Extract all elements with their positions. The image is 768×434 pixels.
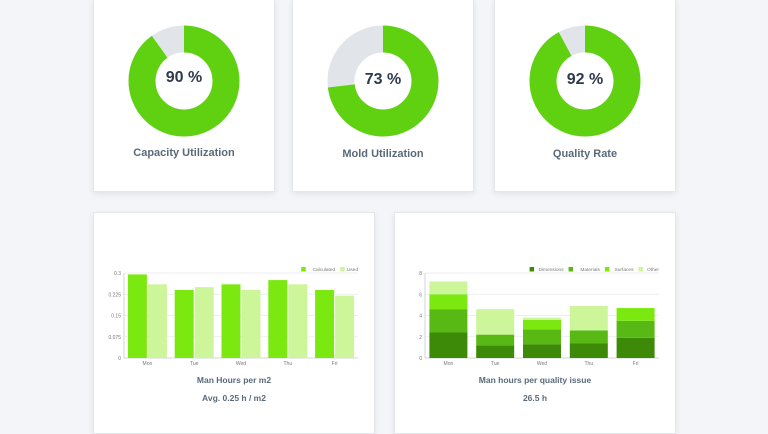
quality-value: 92 % (566, 71, 604, 88)
x-tick-label: Fri (332, 361, 338, 367)
legend-swatch (638, 267, 643, 272)
bar-dimensions-thu[interactable] (569, 343, 608, 358)
kpi-card-capacity: 90 % Capacity Utilization (93, 0, 275, 192)
quality-issue-title: Man hours per quality issue (478, 375, 592, 385)
man-hours-m2-title: Man Hours per m2 (196, 375, 272, 385)
bar-materials-tue[interactable] (476, 334, 515, 346)
bar-dimensions-mon[interactable] (429, 332, 468, 359)
legend-label: Dimensions (539, 267, 565, 273)
legend-label: Materials (580, 267, 600, 273)
bar-materials-mon[interactable] (429, 309, 468, 333)
bar-other-mon[interactable] (429, 281, 468, 295)
donut-value-arc (529, 25, 641, 137)
bar-surfaces-mon[interactable] (429, 294, 468, 310)
y-tick-label: 0 (118, 356, 121, 362)
bar-other-tue[interactable] (476, 309, 515, 335)
legend-label: Calculated (313, 267, 336, 273)
legend-label: Used (347, 267, 359, 273)
legend-swatch (604, 267, 610, 272)
capacity-donut (128, 25, 240, 137)
quality-title: Quality Rate (552, 148, 618, 160)
y-tick-label: 6 (419, 292, 422, 298)
kpi-card-quality: 92 % Quality Rate (494, 0, 676, 192)
bar-other-wed[interactable] (523, 317, 561, 320)
x-tick-label: Wed (236, 361, 246, 367)
man-hours-m2-average: Avg. 0.25 h / m2 (202, 393, 266, 403)
donut-value-arc (128, 25, 240, 137)
legend-swatch (529, 267, 535, 272)
bar-dimensions-tue[interactable] (476, 345, 515, 358)
bar-dimensions-fri[interactable] (616, 337, 655, 358)
bar-materials-wed[interactable] (523, 329, 561, 345)
bar-used-tue[interactable] (194, 287, 214, 358)
y-tick-label: 2 (419, 335, 422, 341)
y-tick-label: 0.3 (114, 271, 121, 277)
y-tick-label: 0.075 (108, 335, 121, 341)
x-tick-label: Fri (633, 361, 639, 367)
mold-value: 73 % (364, 71, 402, 88)
bar-surfaces-wed[interactable] (523, 319, 561, 330)
bar-calculated-mon[interactable] (127, 274, 147, 358)
quality-issue-chart: 0 2 4 6 8 Mon Tue Wed Thu Fri Other Surfaces Materia… (419, 267, 659, 367)
x-tick-label: Mon (444, 361, 454, 367)
bar-calculated-thu[interactable] (268, 280, 288, 358)
quality-donut (529, 25, 641, 137)
y-tick-label: 0 (419, 356, 422, 362)
x-tick-label: Thu (584, 361, 593, 367)
legend-swatch (568, 267, 574, 272)
bar-materials-thu[interactable] (569, 330, 608, 344)
y-tick-label: 4 (419, 314, 422, 320)
bar-used-wed[interactable] (241, 290, 261, 358)
y-tick-label: 0.225 (108, 292, 121, 298)
chart-card-quality-issue: 0 2 4 6 8 Mon Tue Wed Thu Fri Other Surfaces Materia… (394, 212, 676, 434)
bar-calculated-tue[interactable] (174, 290, 194, 358)
legend-swatch (340, 267, 345, 272)
bar-used-thu[interactable] (288, 284, 308, 358)
chart-card-man-hours-m2: 0 0.075 0.15 0.225 0.3 Mon Tue Wed Thu Fri Used Cal… (93, 212, 375, 434)
bar-used-mon[interactable] (147, 284, 167, 358)
x-tick-label: Wed (537, 361, 547, 367)
bar-materials-fri[interactable] (616, 320, 655, 338)
legend-swatch (301, 267, 306, 272)
capacity-title: Capacity Utilization (133, 147, 235, 159)
kpi-card-mold: 73 % Mold Utilization (292, 0, 474, 192)
x-tick-label: Thu (283, 361, 292, 367)
x-tick-label: Mon (143, 361, 153, 367)
bar-used-fri[interactable] (335, 295, 355, 358)
y-tick-label: 0.15 (111, 314, 121, 320)
quality-issue-total: 26.5 h (522, 393, 548, 403)
bar-calculated-fri[interactable] (315, 290, 335, 358)
bar-other-thu[interactable] (569, 305, 608, 331)
legend-label: Surfaces (615, 267, 635, 273)
donut-value-arc (327, 25, 439, 137)
y-tick-label: 8 (419, 271, 422, 277)
mold-donut (327, 25, 439, 137)
capacity-value: 90 % (165, 69, 203, 86)
x-tick-label: Tue (190, 361, 199, 367)
bar-calculated-wed[interactable] (221, 284, 241, 358)
mold-title: Mold Utilization (342, 148, 424, 160)
bar-surfaces-fri[interactable] (616, 308, 655, 321)
man-hours-m2-chart: 0 0.075 0.15 0.225 0.3 Mon Tue Wed Thu Fri Used Cal… (108, 267, 359, 367)
x-tick-label: Tue (491, 361, 500, 367)
legend-label: Other (647, 267, 659, 273)
bar-dimensions-wed[interactable] (523, 344, 561, 358)
